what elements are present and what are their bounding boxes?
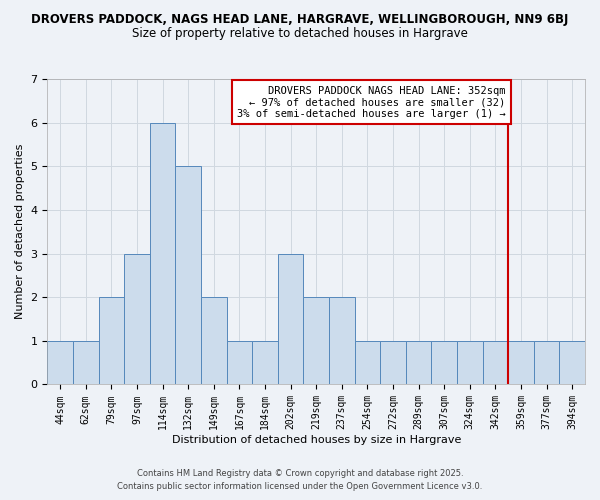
Bar <box>380 341 406 384</box>
Bar <box>534 341 559 384</box>
Bar <box>406 341 431 384</box>
Bar <box>559 341 585 384</box>
Text: DROVERS PADDOCK NAGS HEAD LANE: 352sqm
← 97% of detached houses are smaller (32): DROVERS PADDOCK NAGS HEAD LANE: 352sqm ←… <box>237 86 506 118</box>
Bar <box>124 254 150 384</box>
Bar <box>201 297 227 384</box>
Bar <box>73 341 98 384</box>
Text: Contains HM Land Registry data © Crown copyright and database right 2025.: Contains HM Land Registry data © Crown c… <box>137 468 463 477</box>
Text: Size of property relative to detached houses in Hargrave: Size of property relative to detached ho… <box>132 28 468 40</box>
Bar <box>150 122 175 384</box>
Bar <box>227 341 252 384</box>
Bar <box>252 341 278 384</box>
Bar <box>482 341 508 384</box>
Y-axis label: Number of detached properties: Number of detached properties <box>15 144 25 320</box>
Bar <box>457 341 482 384</box>
Bar <box>98 297 124 384</box>
Bar <box>47 341 73 384</box>
Bar <box>431 341 457 384</box>
Bar <box>329 297 355 384</box>
X-axis label: Distribution of detached houses by size in Hargrave: Distribution of detached houses by size … <box>172 435 461 445</box>
Bar <box>304 297 329 384</box>
Bar <box>508 341 534 384</box>
Bar <box>175 166 201 384</box>
Text: DROVERS PADDOCK, NAGS HEAD LANE, HARGRAVE, WELLINGBOROUGH, NN9 6BJ: DROVERS PADDOCK, NAGS HEAD LANE, HARGRAV… <box>31 12 569 26</box>
Text: Contains public sector information licensed under the Open Government Licence v3: Contains public sector information licen… <box>118 482 482 491</box>
Bar <box>355 341 380 384</box>
Bar <box>278 254 304 384</box>
